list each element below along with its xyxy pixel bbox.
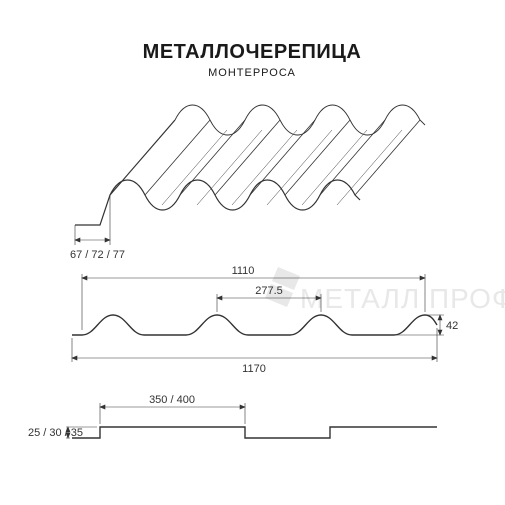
dim-step-height-label: 25 / 30 / 35 bbox=[28, 427, 83, 439]
dim-perspective-height bbox=[75, 195, 110, 245]
dim-1170 bbox=[72, 328, 437, 362]
dim-pitch-label: 277.5 bbox=[255, 285, 283, 297]
dim-1110-label: 1110 bbox=[232, 265, 255, 277]
perspective-view bbox=[75, 105, 425, 225]
dim-step-label: 350 / 400 bbox=[149, 394, 195, 406]
technical-drawing: МЕТАЛЛОЧЕРЕПИЦА МОНТЕРРОСА МЕТАЛЛ ПРОФИЛ… bbox=[0, 0, 505, 505]
watermark-group: МЕТАЛЛ ПРОФИЛЬ bbox=[265, 267, 505, 314]
product-title: МЕТАЛЛОЧЕРЕПИЦА bbox=[143, 41, 362, 63]
side-profile bbox=[72, 427, 437, 438]
dim-step bbox=[100, 403, 245, 424]
dim-1170-label: 1170 bbox=[242, 363, 266, 375]
cross-section bbox=[72, 315, 437, 335]
dim-height-label: 67 / 72 / 77 bbox=[70, 249, 125, 261]
dim-42-label: 42 bbox=[446, 320, 458, 332]
product-subtitle: МОНТЕРРОСА bbox=[208, 67, 296, 79]
watermark-text: МЕТАЛЛ ПРОФИЛЬ bbox=[300, 283, 505, 314]
